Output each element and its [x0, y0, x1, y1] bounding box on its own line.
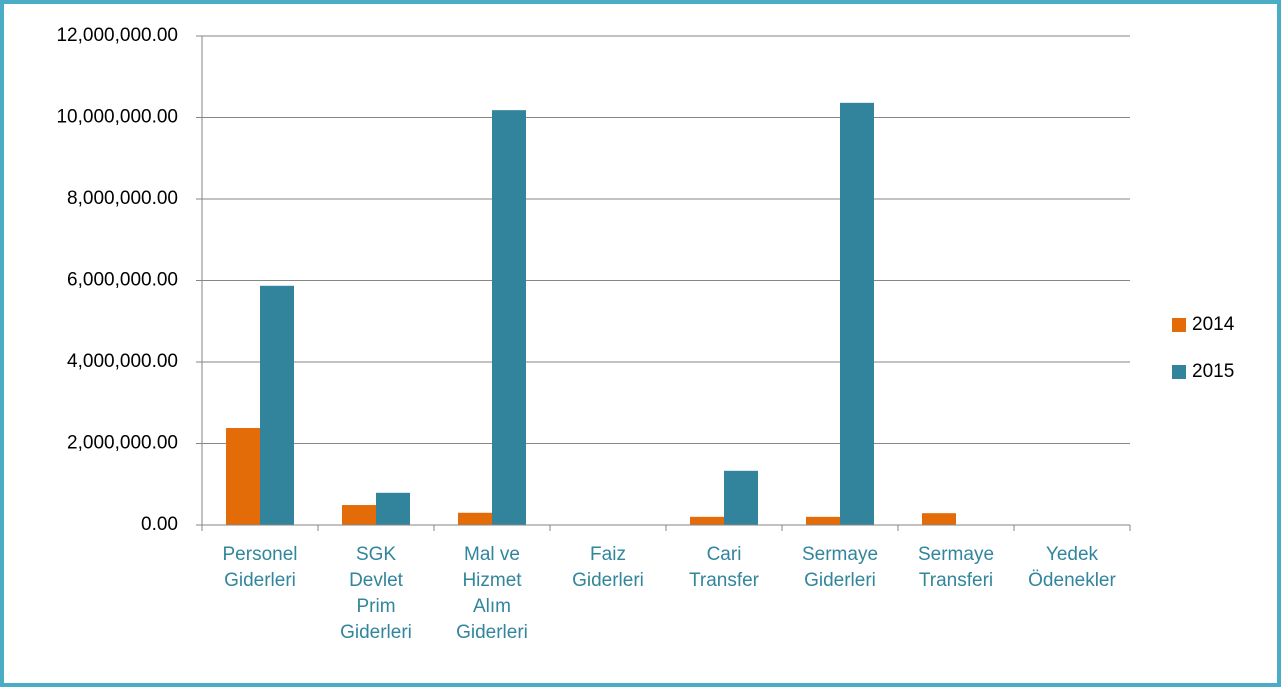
bar: [376, 492, 410, 525]
x-tick-label: Sermaye Giderleri: [801, 544, 879, 591]
x-tick-label: SGK Devlet Prim Giderleri: [340, 544, 412, 643]
y-tick-label: 8,000,000.00: [67, 188, 178, 209]
bar: [724, 470, 758, 525]
y-tick-label: 6,000,000.00: [67, 270, 178, 291]
y-tick-label: 12,000,000.00: [56, 25, 178, 46]
bar: [922, 513, 956, 525]
bar: [492, 110, 526, 525]
y-tick-label: 4,000,000.00: [67, 351, 178, 372]
bar: [342, 505, 376, 525]
bar: [260, 285, 294, 525]
bar: [690, 516, 724, 525]
x-tick-label: Mal ve Hizmet Alım Giderleri: [456, 544, 528, 643]
bar: [458, 512, 492, 525]
x-tick-label: Yedek Ödenekler: [1028, 544, 1116, 591]
y-tick-label: 10,000,000.00: [56, 107, 178, 128]
x-tick-label: Faiz Giderleri: [572, 544, 644, 591]
bar: [806, 516, 840, 525]
legend-swatch: [1172, 365, 1186, 379]
legend-label: 2015: [1192, 361, 1234, 382]
x-tick-label: Cari Transfer: [688, 544, 760, 591]
x-tick-label: Personel Giderleri: [222, 544, 298, 591]
legend-label: 2014: [1192, 314, 1235, 335]
bar: [840, 102, 874, 525]
x-tick-label: Sermaye Transferi: [917, 544, 995, 591]
y-tick-label: 0.00: [141, 514, 178, 535]
legend-swatch: [1172, 318, 1186, 332]
bar: [226, 428, 260, 525]
y-tick-label: 2,000,000.00: [67, 433, 178, 454]
